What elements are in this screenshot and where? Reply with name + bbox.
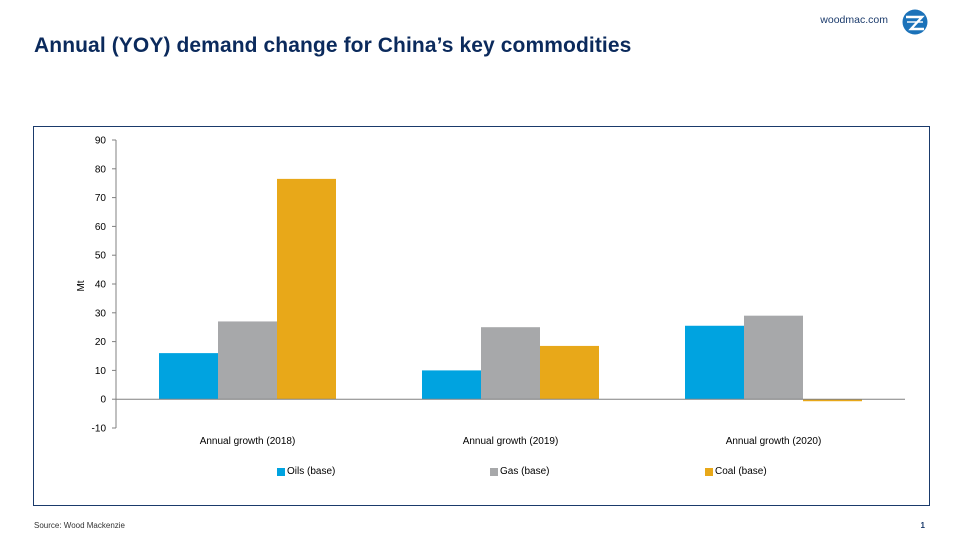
- category-label: Annual growth (2018): [200, 436, 296, 447]
- chart-container: 90 80 70 60 50 40 30 20 10 0 -10 Annual growth (20…: [33, 126, 930, 506]
- legend-label: Coal (base): [715, 466, 767, 477]
- bar-oils-1: [159, 353, 218, 400]
- bar-coal-2: [540, 345, 599, 400]
- y-tick-label: -10: [92, 424, 107, 435]
- legend-label: Oils (base): [287, 466, 336, 477]
- page-title: Annual (YOY) demand change for China’s k…: [34, 34, 632, 57]
- source-note: Source: Wood Mackenzie: [34, 521, 126, 530]
- brand-site[interactable]: woodmac.com: [820, 14, 888, 26]
- bars-group: [159, 178, 862, 402]
- legend-swatch: [705, 467, 713, 476]
- bar-gas-1: [218, 321, 277, 400]
- bar-oils-3: [685, 325, 744, 400]
- bar-oils-2: [422, 370, 481, 400]
- bar-chart: 90 80 70 60 50 40 30 20 10 0 -10 Annual growth (20…: [76, 136, 905, 447]
- y-axis-ticks: 90 80 70 60 50 40 30 20 10 0 -10: [92, 136, 116, 435]
- bar-coal-1: [277, 178, 336, 400]
- y-tick-label: 40: [95, 280, 107, 291]
- y-tick-label: 60: [95, 222, 107, 233]
- category-labels: Annual growth (2018) Annual growth (2019)…: [200, 436, 822, 447]
- legend-item: Oils (base): [277, 466, 335, 477]
- y-tick-label: 0: [100, 395, 106, 406]
- legend-item: Gas (base): [490, 466, 549, 477]
- legend-swatch: [490, 467, 498, 476]
- category-label: Annual growth (2020): [726, 436, 822, 447]
- y-axis-label: Mt: [76, 280, 87, 291]
- y-tick-label: 50: [95, 251, 107, 262]
- bar-coal-3: [803, 399, 862, 402]
- woodmac-logo-icon: [902, 9, 928, 35]
- y-tick-label: 20: [95, 337, 107, 348]
- legend: Oils (base) Gas (base) Coal (base): [34, 466, 929, 480]
- bar-gas-2: [481, 327, 540, 400]
- y-tick-label: 30: [95, 308, 107, 319]
- y-tick-label: 70: [95, 193, 107, 204]
- legend-swatch: [277, 467, 285, 476]
- legend-item: Coal (base): [705, 466, 767, 477]
- y-tick-label: 10: [95, 366, 107, 377]
- y-tick-label: 90: [95, 136, 107, 147]
- y-tick-label: 80: [95, 164, 107, 175]
- bar-gas-3: [744, 315, 803, 400]
- legend-label: Gas (base): [500, 466, 550, 477]
- page-number: 1: [920, 521, 925, 530]
- category-label: Annual growth (2019): [463, 436, 559, 447]
